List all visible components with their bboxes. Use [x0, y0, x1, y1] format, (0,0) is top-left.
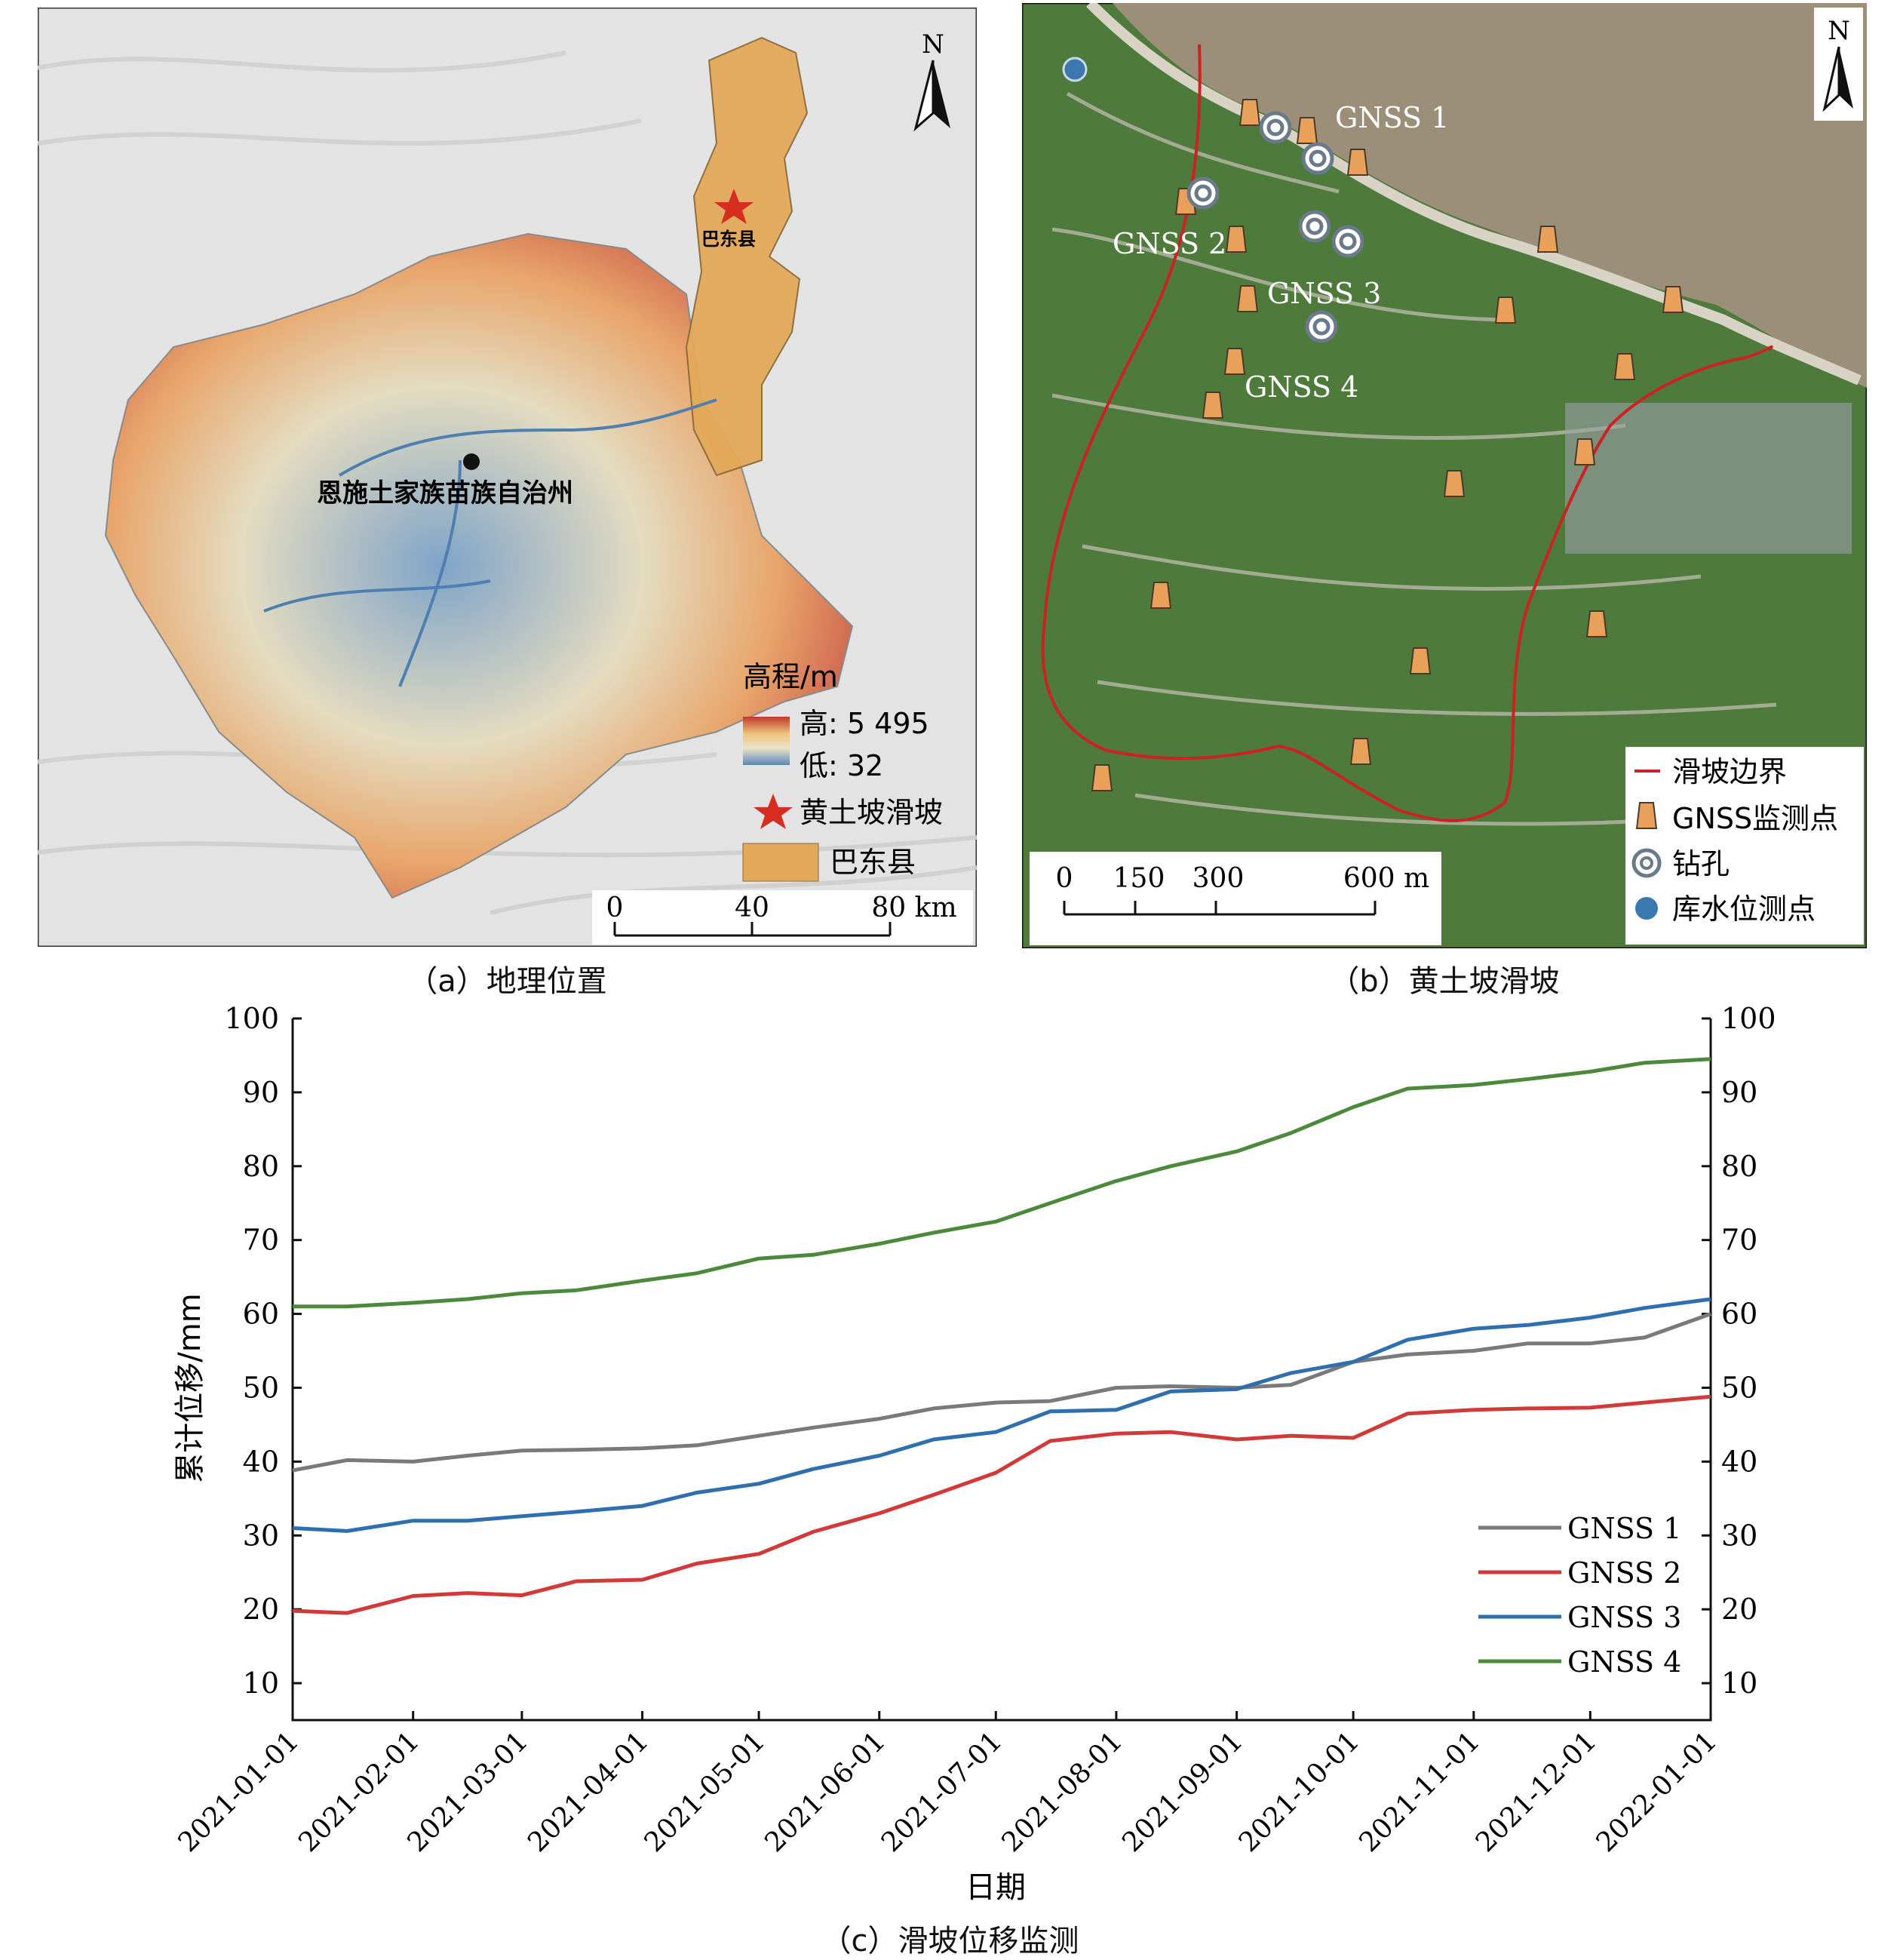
y-tick-label-right: 20: [1721, 1593, 1757, 1626]
y-tick-label-left: 80: [243, 1150, 279, 1183]
svg-text:150: 150: [1113, 863, 1165, 894]
panel-b-legend: 滑坡边界 GNSS监测点 钻孔 库水位测点: [1625, 747, 1864, 945]
landslide-boundary: [1041, 44, 1773, 822]
svg-text:0: 0: [1056, 863, 1073, 894]
svg-text:N: N: [922, 29, 944, 60]
legend-label-gnss-1: GNSS 1: [1567, 1512, 1681, 1545]
x-tick-label: 2021-10-01: [1233, 1725, 1366, 1858]
series-line-gnss-2: [292, 1394, 1711, 1615]
x-axis-label: 日期: [965, 1870, 1026, 1905]
y-tick-label-left: 30: [243, 1519, 279, 1552]
y-tick-label-right: 90: [1721, 1076, 1757, 1109]
series-line-gnss-4: [293, 1057, 1711, 1309]
svg-text:库水位测点: 库水位测点: [1672, 892, 1816, 926]
x-tick-label: 2022-01-01: [1591, 1725, 1724, 1858]
svg-text:滑坡边界: 滑坡边界: [1672, 755, 1787, 788]
y-tick-label-right: 40: [1721, 1445, 1757, 1478]
series-line-gnss-1: [292, 1312, 1711, 1473]
svg-text:40: 40: [735, 892, 769, 923]
svg-text:GNSS 3: GNSS 3: [1267, 277, 1381, 310]
x-tick-label: 2021-01-01: [173, 1725, 305, 1858]
county-label: 巴东县: [701, 229, 756, 250]
svg-text:高程/m: 高程/m: [743, 660, 838, 693]
y-tick-label-left: 40: [243, 1445, 279, 1478]
x-tick-label: 2021-06-01: [759, 1725, 892, 1858]
x-tick-label: 2021-08-01: [996, 1725, 1129, 1858]
badong-county-area: [685, 36, 809, 477]
svg-text:高: 5 495: 高: 5 495: [800, 707, 929, 740]
series-line-gnss-3: [292, 1297, 1711, 1533]
y-tick-label-right: 80: [1721, 1150, 1757, 1183]
x-tick-label: 2021-12-01: [1470, 1725, 1603, 1858]
y-tick-label-right: 10: [1721, 1667, 1757, 1700]
y-tick-label-left: 90: [243, 1076, 279, 1109]
caption-c: （c）滑坡位移监测: [821, 1924, 1079, 1958]
svg-text:600 m: 600 m: [1343, 863, 1429, 894]
panel-a-scale-bar: 0 40 80 km: [592, 890, 973, 945]
y-tick-label-right: 60: [1721, 1298, 1757, 1331]
panel-b-map: GNSS 1 GNSS 2 GNSS 3 GNSS 4 N 滑坡边界 GNSS监…: [1022, 3, 1867, 948]
enshi-city-point: [463, 453, 480, 470]
y-tick-label-left: 100: [224, 1002, 279, 1035]
region-label: 恩施土家族苗族自治州: [317, 478, 573, 508]
x-tick-label: 2021-04-01: [522, 1725, 655, 1858]
svg-text:黄土坡滑坡: 黄土坡滑坡: [800, 796, 943, 829]
y-tick-label-left: 50: [243, 1371, 279, 1404]
north-arrow-icon: N: [913, 29, 950, 132]
y-tick-label-right: 50: [1721, 1371, 1757, 1404]
y-tick-label-right: 100: [1721, 1002, 1776, 1035]
x-tick-label: 2021-11-01: [1353, 1725, 1486, 1858]
y-tick-label-left: 60: [243, 1298, 279, 1331]
svg-text:巴东县: 巴东县: [830, 846, 916, 879]
legend-label-gnss-2: GNSS 2: [1567, 1556, 1681, 1590]
svg-text:N: N: [1828, 16, 1850, 46]
y-tick-label-left: 10: [243, 1667, 279, 1700]
svg-text:GNSS 1: GNSS 1: [1335, 101, 1449, 134]
x-tick-label: 2021-09-01: [1116, 1725, 1249, 1858]
panel-b-scale-bar: 0 150 300 600 m: [1030, 852, 1441, 945]
svg-text:0: 0: [606, 892, 624, 923]
plot-frame: [291, 1018, 1712, 1722]
caption-a: （a）地理位置: [407, 964, 607, 999]
y-tick-label-left: 20: [243, 1593, 279, 1626]
svg-text:GNSS监测点: GNSS监测点: [1672, 802, 1838, 835]
x-tick-label: 2021-05-01: [639, 1725, 772, 1858]
landslide-star-icon: [714, 189, 754, 224]
svg-text:GNSS 2: GNSS 2: [1113, 227, 1226, 260]
displacement-chart: 10 10 20 20 30 30 40 40 50 50 60 60 70 70 80 80 90 90 100 1…: [173, 1002, 1776, 1905]
panel-a-map: 恩施土家族苗族自治州 巴东县 N 高程/m 高: 5 495 低: 32 黄土坡…: [38, 8, 977, 947]
y-tick-label-right: 30: [1721, 1519, 1757, 1552]
borehole-markers: [1186, 111, 1364, 343]
water-level-point-icon: [1062, 57, 1088, 82]
legend-label-gnss-3: GNSS 3: [1567, 1601, 1681, 1634]
svg-text:GNSS 4: GNSS 4: [1245, 370, 1358, 404]
svg-text:80 km: 80 km: [871, 892, 956, 923]
x-tick-label: 2021-07-01: [876, 1725, 1008, 1858]
y-tick-label-left: 70: [243, 1224, 279, 1257]
panel-a-legend: 高程/m 高: 5 495 低: 32 黄土坡滑坡 巴东县: [742, 660, 943, 882]
y-axis-label: 累计位移/mm: [173, 1293, 207, 1482]
svg-text:钻孔: 钻孔: [1672, 847, 1730, 880]
svg-text:300: 300: [1192, 863, 1245, 894]
svg-text:低: 32: 低: 32: [800, 749, 883, 782]
north-arrow-icon: N: [1814, 8, 1863, 121]
gnss-markers: [1091, 99, 1684, 791]
legend-label-gnss-4: GNSS 4: [1567, 1645, 1681, 1679]
gnss-labels: GNSS 1 GNSS 2 GNSS 3 GNSS 4: [1113, 101, 1449, 404]
caption-b: （b）黄土坡滑坡: [1329, 964, 1560, 999]
river-bank: [1086, 3, 1862, 386]
y-tick-label-right: 70: [1721, 1224, 1757, 1257]
enshi-prefecture-area: [104, 232, 854, 899]
